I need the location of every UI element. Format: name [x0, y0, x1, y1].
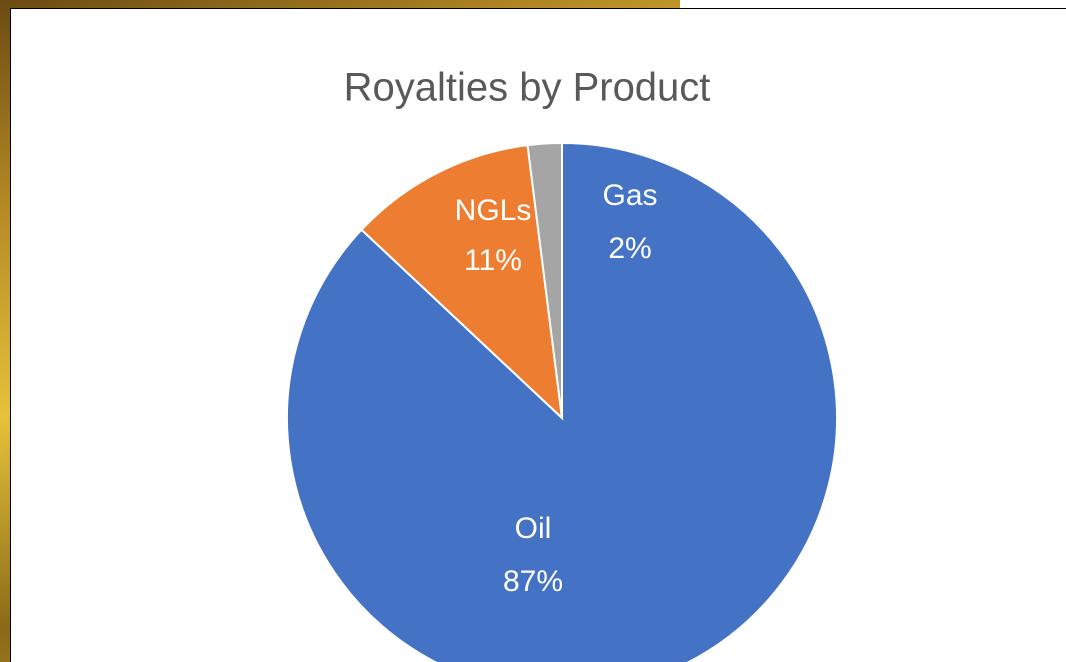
slice-category-label: Gas — [602, 179, 657, 212]
background-panel — [680, 0, 1066, 8]
pie-slice — [360, 144, 564, 421]
slice-category-label: Oil — [515, 512, 552, 545]
chart-title: Royalties by Product — [344, 66, 711, 110]
pie-slice — [526, 141, 563, 419]
pie-slice — [286, 141, 838, 662]
slice-value-label: 87% — [503, 565, 563, 598]
pie — [286, 141, 838, 662]
slice-value-label: 2% — [608, 232, 651, 265]
slice-value-label: 11% — [464, 244, 522, 277]
slice-category-label: NGLs — [455, 194, 532, 227]
